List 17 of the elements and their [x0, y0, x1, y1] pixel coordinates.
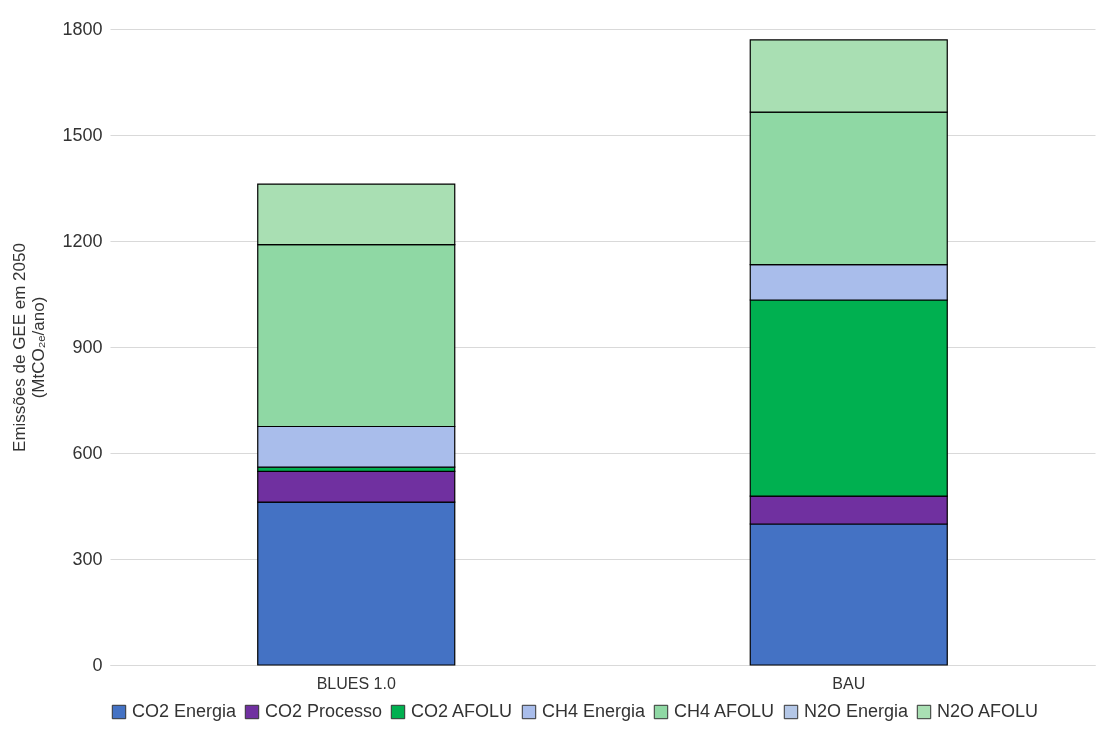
y-tick-label: 1200 [62, 230, 103, 251]
x-tick-label: BAU [832, 674, 866, 692]
legend-label: N2O AFOLU [937, 701, 1039, 721]
legend-label: CO2 Energia [132, 701, 238, 721]
legend-label: CO2 Processo [265, 701, 383, 721]
y-tick-label: 900 [72, 336, 103, 357]
y-axis-title: Emissões de GEE em 2050 (MtCO₂ₑ/ano) [10, 243, 49, 452]
y-tick-label: 300 [72, 548, 103, 569]
y-tick-label: 600 [72, 442, 103, 463]
x-tick-label: BLUES 1.0 [316, 674, 396, 692]
legend-label: CO2 AFOLU [411, 701, 513, 721]
legend-label: CH4 AFOLU [674, 701, 775, 721]
legend-label: N2O Energia [804, 701, 910, 721]
y-tick-label: 1500 [62, 124, 103, 145]
legend-label: CH4 Energia [542, 701, 647, 721]
y-tick-label: 0 [92, 654, 103, 675]
y-tick-label: 1800 [62, 18, 103, 39]
